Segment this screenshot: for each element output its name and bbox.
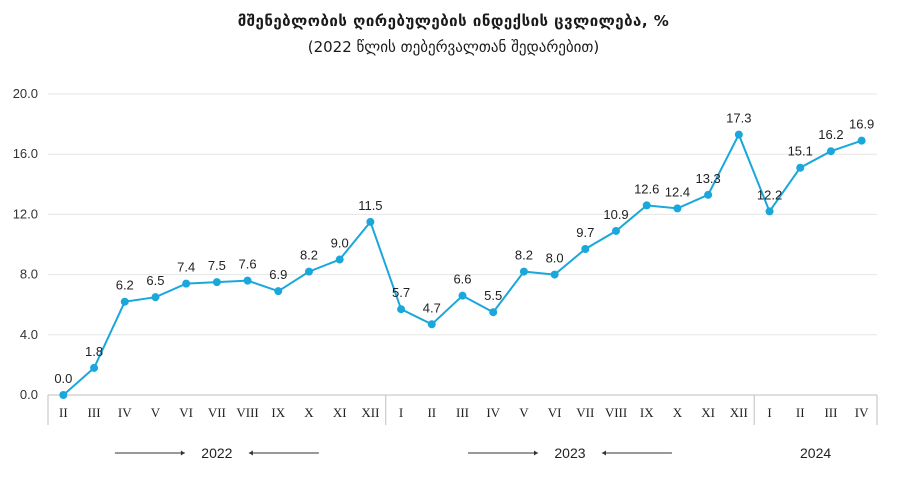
data-point xyxy=(642,201,651,210)
data-label: 7.4 xyxy=(177,260,195,275)
data-label: 6.6 xyxy=(453,272,471,287)
year-arrowhead xyxy=(248,450,253,456)
y-tick-label: 8.0 xyxy=(20,267,38,282)
y-tick-label: 4.0 xyxy=(20,327,38,342)
data-point xyxy=(857,136,866,145)
data-point xyxy=(826,147,835,156)
x-tick-label: XII xyxy=(730,405,748,420)
x-tick-label: II xyxy=(427,405,436,420)
y-tick-label: 20.0 xyxy=(13,86,38,101)
x-tick-label: IV xyxy=(855,405,869,420)
data-label: 12.6 xyxy=(634,181,659,196)
data-label: 1.8 xyxy=(85,344,103,359)
x-tick-label: II xyxy=(796,405,805,420)
data-point xyxy=(581,245,590,254)
data-label: 9.7 xyxy=(576,225,594,240)
data-label: 6.2 xyxy=(116,278,134,293)
x-tick-label: VI xyxy=(548,405,562,420)
x-tick-label: V xyxy=(151,405,161,420)
data-label: 4.7 xyxy=(423,300,441,315)
x-tick-label: XII xyxy=(361,405,379,420)
data-label: 8.2 xyxy=(300,248,318,263)
data-label: 5.7 xyxy=(392,285,410,300)
x-tick-label: VIII xyxy=(236,405,258,420)
x-tick-label: III xyxy=(456,405,469,420)
data-point xyxy=(796,163,805,172)
data-point xyxy=(519,267,528,276)
data-label: 12.4 xyxy=(665,184,690,199)
data-label: 8.0 xyxy=(546,251,564,266)
data-label: 16.2 xyxy=(818,127,843,142)
data-label: 6.9 xyxy=(269,267,287,282)
x-tick-label: XI xyxy=(333,405,347,420)
data-point xyxy=(335,255,344,264)
x-tick-label: IX xyxy=(271,405,285,420)
x-tick-label: III xyxy=(824,405,837,420)
chart-title: მშენებლობის ღირებულების ინდექსის ცვლილებ… xyxy=(237,12,670,30)
data-point xyxy=(90,363,99,372)
data-point xyxy=(489,308,498,317)
x-tick-label: IV xyxy=(118,405,132,420)
data-label: 11.5 xyxy=(358,198,382,213)
x-tick-label: X xyxy=(304,405,314,420)
data-point xyxy=(182,279,191,288)
data-point xyxy=(397,305,406,314)
data-point xyxy=(550,270,559,279)
year-arrowhead xyxy=(601,450,606,456)
data-label: 0.0 xyxy=(54,371,72,386)
data-point xyxy=(120,297,129,306)
data-label: 5.5 xyxy=(484,288,502,303)
x-tick-label: IX xyxy=(640,405,654,420)
x-tick-label: VI xyxy=(179,405,193,420)
x-tick-label: I xyxy=(399,405,403,420)
data-point xyxy=(612,226,621,235)
data-point xyxy=(427,320,436,329)
data-label: 17.3 xyxy=(726,111,751,126)
x-tick-label: II xyxy=(59,405,68,420)
data-point xyxy=(212,278,221,287)
data-label: 9.0 xyxy=(331,236,349,251)
x-tick-label: V xyxy=(519,405,529,420)
data-label: 7.6 xyxy=(239,257,257,272)
year-arrowhead xyxy=(180,450,185,456)
data-point xyxy=(458,291,467,300)
data-point xyxy=(704,190,713,199)
y-tick-label: 12.0 xyxy=(13,206,38,221)
data-label: 6.5 xyxy=(146,273,164,288)
year-label: 2023 xyxy=(554,445,585,461)
data-label: 15.1 xyxy=(788,144,813,159)
x-tick-label: IV xyxy=(486,405,500,420)
year-label: 2024 xyxy=(800,445,831,461)
x-tick-label: X xyxy=(673,405,683,420)
year-label: 2022 xyxy=(201,445,232,461)
data-point xyxy=(734,130,743,139)
data-point xyxy=(673,204,682,213)
y-tick-label: 0.0 xyxy=(20,387,38,402)
data-point xyxy=(765,207,774,216)
year-arrowhead xyxy=(533,450,538,456)
data-point xyxy=(59,391,68,399)
data-label: 16.9 xyxy=(849,117,874,132)
data-label: 7.5 xyxy=(208,258,226,273)
data-label: 13.3 xyxy=(695,171,720,186)
x-tick-label: XI xyxy=(701,405,715,420)
x-tick-label: VIII xyxy=(605,405,627,420)
chart-subtitle: (2022 წლის თებერვალთან შედარებით) xyxy=(307,38,600,56)
x-tick-label: III xyxy=(88,405,101,420)
y-tick-label: 16.0 xyxy=(13,146,38,161)
data-point xyxy=(151,293,160,302)
data-label: 10.9 xyxy=(603,207,628,222)
x-tick-label: VII xyxy=(208,405,226,420)
data-point xyxy=(243,276,252,285)
data-point xyxy=(366,217,375,226)
data-point xyxy=(304,267,313,276)
data-point xyxy=(274,287,283,296)
x-tick-label: I xyxy=(767,405,771,420)
data-label: 8.2 xyxy=(515,248,533,263)
x-tick-label: VII xyxy=(576,405,594,420)
data-label: 12.2 xyxy=(757,187,782,202)
